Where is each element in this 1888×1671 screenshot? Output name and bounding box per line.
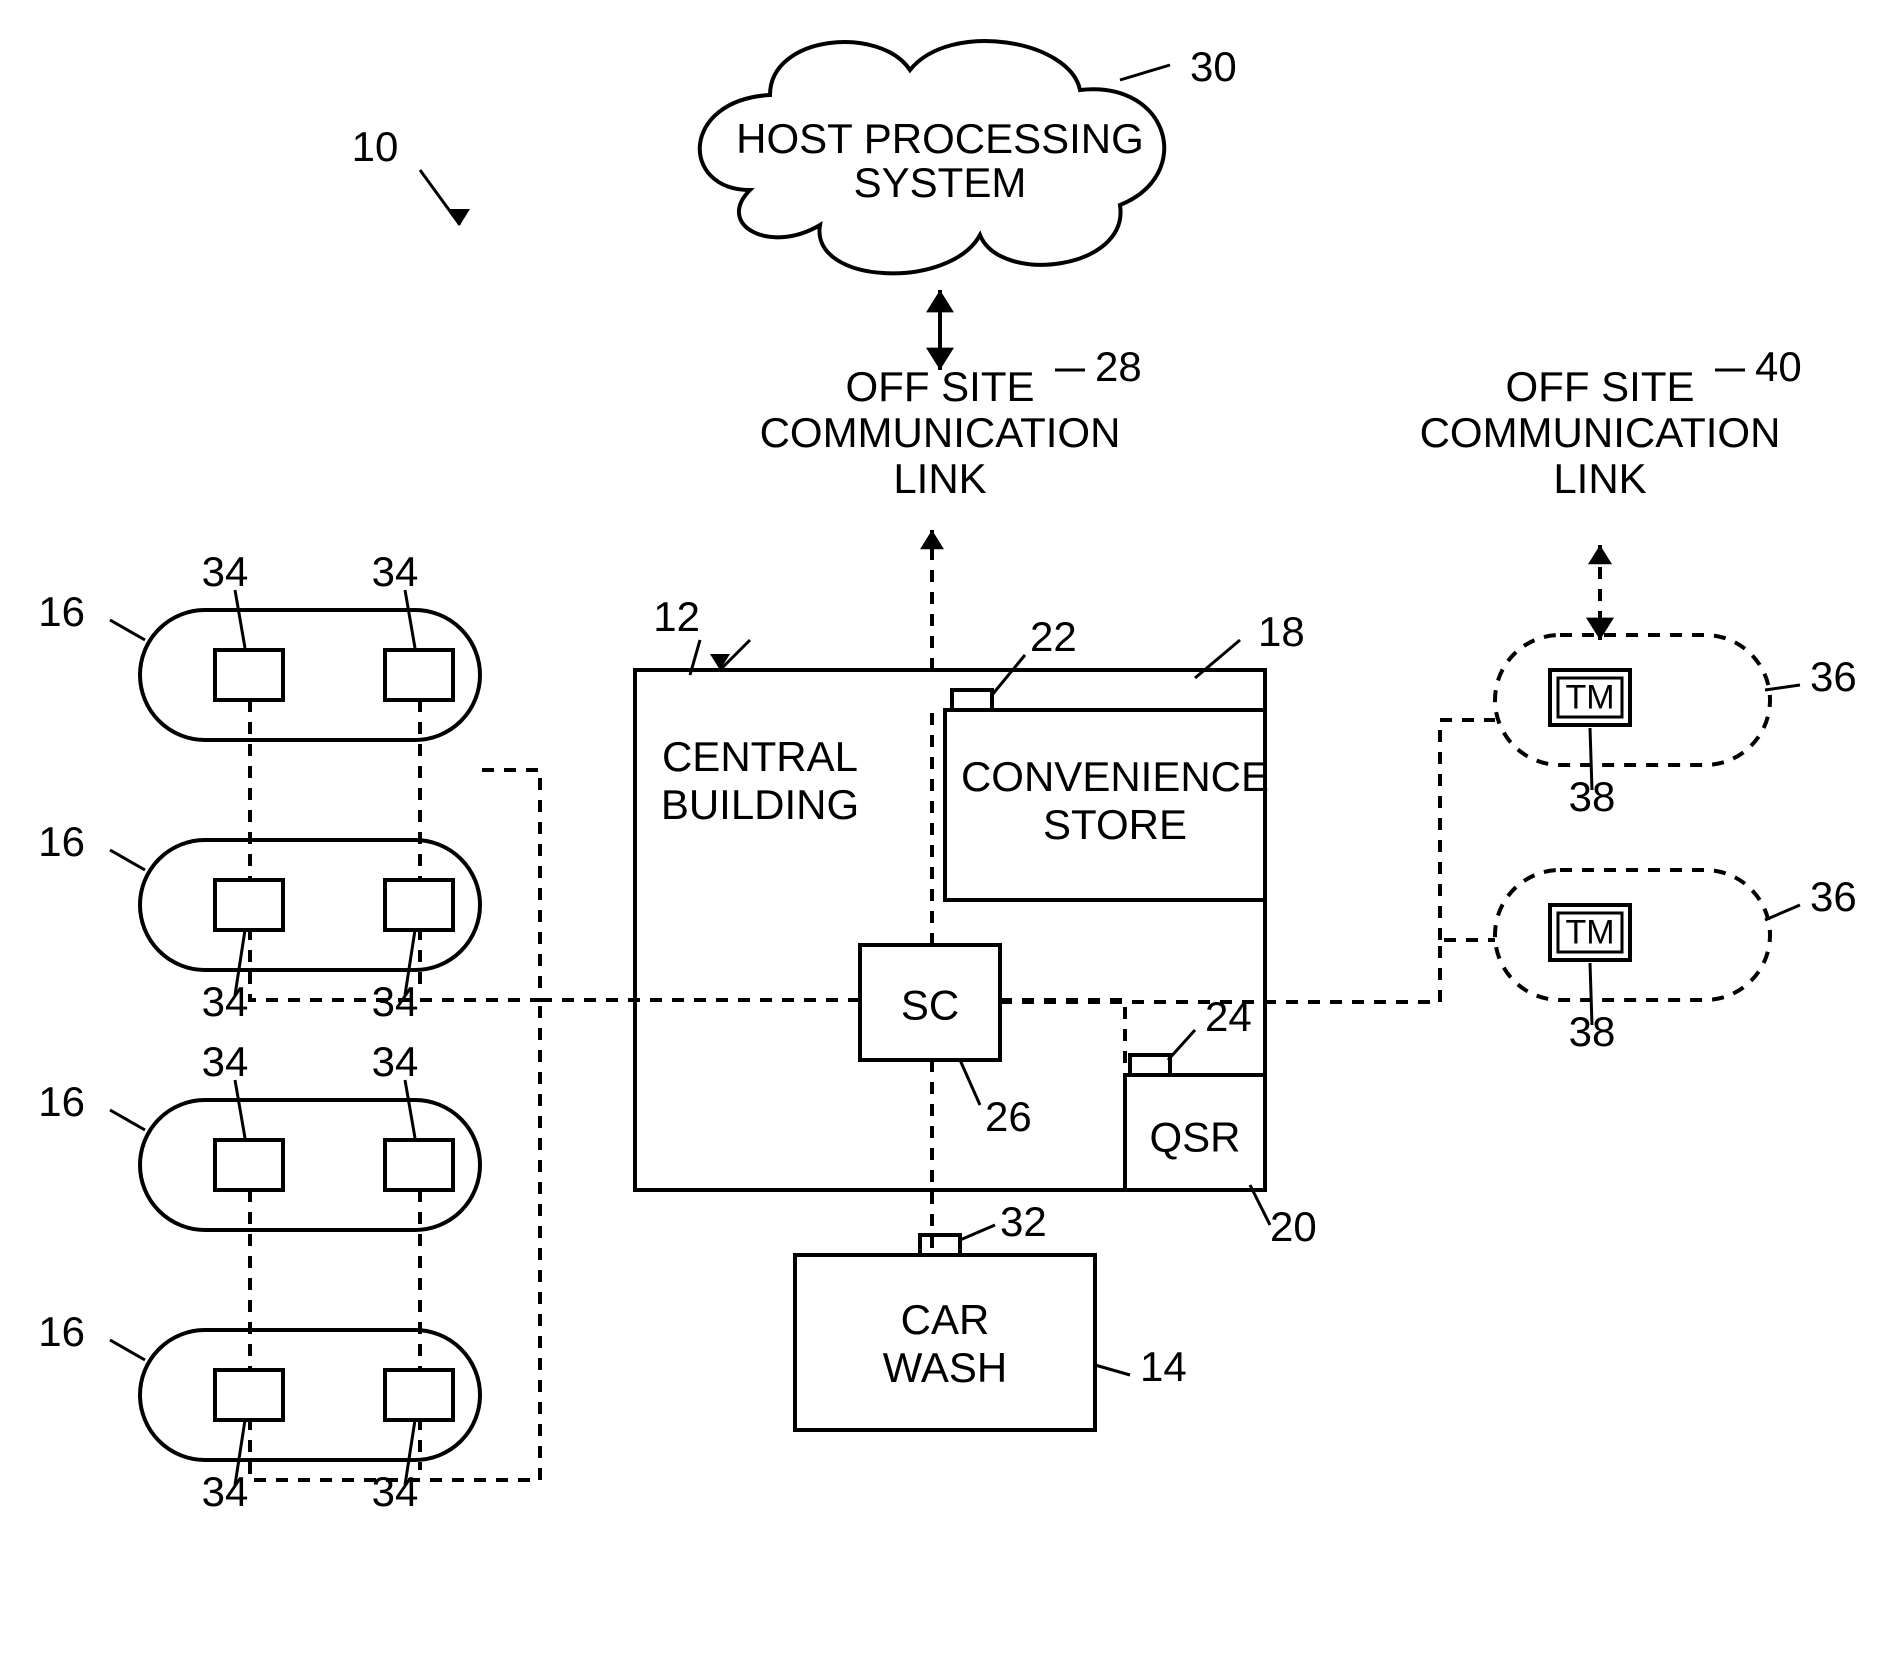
central-building-ref: 12 [653, 593, 700, 640]
fuel-island [140, 610, 480, 740]
tm-pod-ref: 36 [1810, 873, 1857, 920]
island-ref: 16 [38, 818, 85, 865]
pos-24-ref: 24 [1205, 993, 1252, 1040]
pos-22-ref: 22 [1030, 613, 1077, 660]
tm-pod [1495, 870, 1770, 1000]
cloud-label: HOST PROCESSING [736, 115, 1144, 162]
dispenser [215, 880, 283, 930]
offsite-link-left-label: LINK [893, 455, 986, 502]
dashed-link [250, 770, 540, 1000]
car-wash-ref: 14 [1140, 1343, 1187, 1390]
leader-line [110, 1110, 145, 1130]
leader-line [992, 655, 1025, 695]
leader-line [235, 1080, 245, 1138]
dispenser-ref: 34 [372, 1468, 419, 1515]
car-wash-label: CAR [901, 1296, 990, 1343]
offsite-link-right-label: LINK [1553, 455, 1646, 502]
leader-line [110, 1340, 145, 1360]
qsr-label: QSR [1149, 1114, 1240, 1161]
dispenser-ref: 34 [372, 548, 419, 595]
leader-line [1765, 905, 1800, 920]
dispenser [385, 650, 453, 700]
diagram-canvas: 10HOST PROCESSINGSYSTEM30OFF SITECOMMUNI… [0, 0, 1888, 1671]
central-building-label: BUILDING [661, 781, 859, 828]
dashed-link [1000, 1000, 1125, 1075]
convenience-store-label: STORE [1043, 801, 1187, 848]
leader-line [960, 1060, 980, 1105]
leader-line [235, 590, 245, 648]
leader-line [405, 1080, 415, 1138]
tm-label: TM [1565, 913, 1614, 951]
tm-ref: 38 [1569, 1008, 1616, 1055]
dashed-link [1440, 720, 1495, 940]
leader-line [1120, 65, 1170, 80]
tm-pod [1495, 635, 1770, 765]
leader-line [1765, 685, 1800, 690]
dispenser-ref: 34 [202, 1468, 249, 1515]
offsite-link-right-ref: 40 [1755, 343, 1802, 390]
island-ref: 16 [38, 1078, 85, 1125]
convenience-store-ref: 18 [1258, 608, 1305, 655]
dispenser [215, 650, 283, 700]
dispenser [215, 1140, 283, 1190]
leader-line [1168, 1030, 1195, 1060]
arrowhead [926, 290, 954, 312]
island-ref: 16 [38, 1308, 85, 1355]
dispenser [385, 1140, 453, 1190]
car-wash-label: WASH [883, 1344, 1007, 1391]
dispenser [215, 1370, 283, 1420]
tm-pod-ref: 36 [1810, 653, 1857, 700]
sc-label: SC [901, 982, 959, 1029]
figure-ref: 10 [352, 123, 399, 170]
central-building-label: CENTRAL [662, 733, 858, 780]
dispenser-ref: 34 [202, 978, 249, 1025]
qsr-ref: 20 [1270, 1203, 1317, 1250]
offsite-link-left-label: OFF SITE [846, 363, 1035, 410]
sc-ref: 26 [985, 1093, 1032, 1140]
arrowhead [1588, 545, 1612, 564]
leader-line [110, 620, 145, 640]
dispenser-ref: 34 [372, 1038, 419, 1085]
tm-label: TM [1565, 678, 1614, 716]
pos-22 [952, 690, 992, 710]
dispenser-ref: 34 [372, 978, 419, 1025]
fuel-island [140, 840, 480, 970]
fuel-island [140, 1330, 480, 1460]
dispenser-ref: 34 [202, 1038, 249, 1085]
offsite-link-right-label: OFF SITE [1506, 363, 1695, 410]
cloud-label: SYSTEM [854, 159, 1027, 206]
pos-32-ref: 32 [1000, 1198, 1047, 1245]
fuel-island [140, 1100, 480, 1230]
leader-line [405, 590, 415, 648]
leader-line [1095, 1365, 1130, 1375]
offsite-link-left-ref: 28 [1095, 343, 1142, 390]
island-ref: 16 [38, 588, 85, 635]
convenience-store-label: CONVENIENCE [961, 753, 1269, 800]
tm-ref: 38 [1569, 773, 1616, 820]
leader-line [960, 1225, 995, 1240]
pos-24 [1130, 1055, 1170, 1075]
leader-line [1195, 640, 1240, 678]
leader-line [110, 850, 145, 870]
dispenser [385, 880, 453, 930]
offsite-link-right-label: COMMUNICATION [1420, 409, 1781, 456]
pos-32 [920, 1235, 960, 1255]
dispenser-ref: 34 [202, 548, 249, 595]
offsite-link-left-label: COMMUNICATION [760, 409, 1121, 456]
cloud-ref: 30 [1190, 43, 1237, 90]
dispenser [385, 1370, 453, 1420]
